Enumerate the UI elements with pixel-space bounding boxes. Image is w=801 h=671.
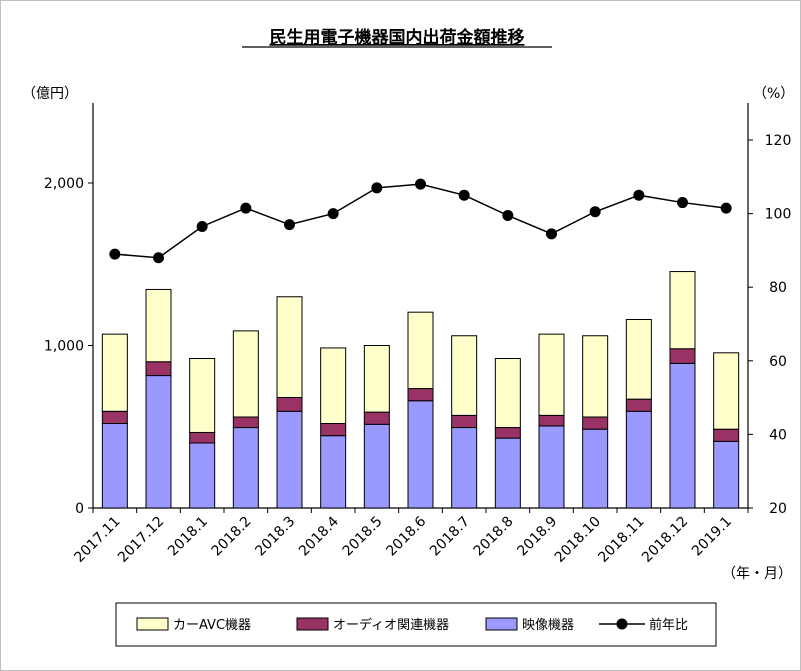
bar-segment — [363, 345, 390, 413]
bar-segment — [494, 358, 521, 429]
right-tick-label: 40 — [769, 427, 787, 443]
bar-segment — [407, 311, 434, 390]
bar-segment — [451, 427, 478, 509]
bar-segment — [101, 410, 128, 424]
yoy-point — [415, 178, 426, 190]
bar-segment — [451, 335, 478, 416]
right-tick-label: 80 — [769, 280, 787, 296]
x-tick-label: 2018.3 — [252, 514, 298, 560]
bar-segment — [669, 271, 696, 350]
bar-segment — [232, 427, 259, 509]
x-tick-label: 2018.2 — [209, 514, 255, 560]
bar-segment — [232, 330, 259, 418]
bar-segment — [713, 352, 740, 430]
x-tick-label: 2018.1 — [165, 514, 211, 560]
bar-segment — [276, 397, 303, 412]
yoy-point — [546, 228, 557, 240]
yoy-point — [502, 209, 514, 221]
x-tick-label: 2018.12 — [639, 514, 691, 566]
x-tick-label: 2018.6 — [383, 513, 429, 559]
legend-label: 前年比 — [649, 617, 688, 633]
legend-label: オーディオ関連機器 — [333, 617, 449, 633]
yoy-point — [458, 189, 470, 201]
legend-swatch — [485, 617, 518, 631]
legend-label: カーAVC機器 — [173, 618, 251, 633]
bar-segment — [145, 288, 172, 363]
yoy-point — [284, 219, 295, 231]
x-tick-label: 2018.10 — [552, 514, 604, 566]
bar-segment — [189, 358, 216, 433]
bar-segment — [363, 423, 390, 509]
bar-segment — [189, 431, 216, 444]
x-tick-label: 2017.12 — [115, 514, 167, 566]
bar-segment — [363, 411, 390, 425]
x-tick-label: 2018.4 — [296, 513, 342, 559]
legend-swatch — [296, 617, 329, 631]
bar-segment — [407, 400, 434, 509]
right-tick-label: 120 — [765, 133, 792, 149]
right-tick-label: 100 — [765, 207, 792, 223]
bar-segment — [713, 428, 740, 442]
bar-segment — [538, 333, 565, 416]
x-tick-label: 2019.1 — [689, 514, 735, 560]
yoy-point — [153, 252, 164, 264]
left-tick-label: 2,000 — [44, 176, 84, 192]
x-tick-label: 2018.5 — [340, 514, 386, 560]
yoy-point — [633, 189, 645, 201]
bar-segment — [232, 416, 259, 429]
legend-marker — [616, 618, 628, 630]
right-tick-label: 20 — [769, 501, 787, 517]
bar-segment — [407, 388, 434, 402]
bar-segment — [494, 427, 521, 439]
bar-segment — [320, 423, 347, 437]
bar-segment — [276, 410, 303, 509]
yoy-point — [371, 182, 383, 194]
left-tick-label: 0 — [75, 501, 84, 517]
bar-segment — [451, 414, 478, 429]
bar-segment — [582, 335, 609, 418]
legend-swatch — [136, 617, 169, 631]
bar-segment — [582, 416, 609, 430]
bar-segment — [494, 437, 521, 509]
x-tick-label: 2017.11 — [71, 514, 123, 566]
bar-segment — [538, 414, 565, 427]
x-tick-label: 2018.11 — [595, 514, 647, 566]
bar-segment — [669, 362, 696, 509]
left-axis-unit: （億円） — [22, 86, 78, 102]
bar-segment — [625, 410, 652, 509]
bar-segment — [538, 425, 565, 509]
bar-segment — [145, 361, 172, 377]
bar-segment — [189, 442, 216, 509]
plot-area: 01,0002,000204060801001202017.112017.122… — [44, 103, 791, 566]
bar-segment — [320, 435, 347, 509]
bar-segment — [582, 428, 609, 509]
chart-title: 民生用電子機器国内出荷金額推移 — [270, 27, 525, 48]
x-tick-label: 2018.8 — [471, 514, 517, 560]
bar-segment — [101, 333, 128, 412]
legend-label: 映像機器 — [522, 618, 574, 633]
yoy-point — [240, 202, 252, 214]
legend: カーAVC機器 オーディオ関連機器 映像機器 前年比 — [115, 602, 717, 647]
bar-segment — [145, 375, 172, 509]
bar-segment — [320, 347, 347, 424]
bar-segment — [625, 319, 652, 400]
bar-segment — [669, 348, 696, 364]
bar-segment — [276, 296, 303, 398]
yoy-point — [109, 248, 121, 260]
bar-segment — [101, 423, 128, 509]
yoy-point — [677, 197, 688, 209]
x-axis-unit: （年・月） — [722, 566, 792, 582]
right-axis-unit: （%） — [753, 86, 794, 102]
yoy-point — [589, 206, 601, 218]
yoy-point — [327, 208, 339, 220]
bar-segment — [713, 440, 740, 509]
yoy-point — [720, 202, 732, 214]
x-tick-label: 2018.7 — [427, 514, 473, 560]
right-tick-label: 60 — [769, 354, 787, 370]
bar-segment — [625, 398, 652, 412]
yoy-point — [196, 220, 208, 232]
left-tick-label: 1,000 — [44, 339, 84, 355]
